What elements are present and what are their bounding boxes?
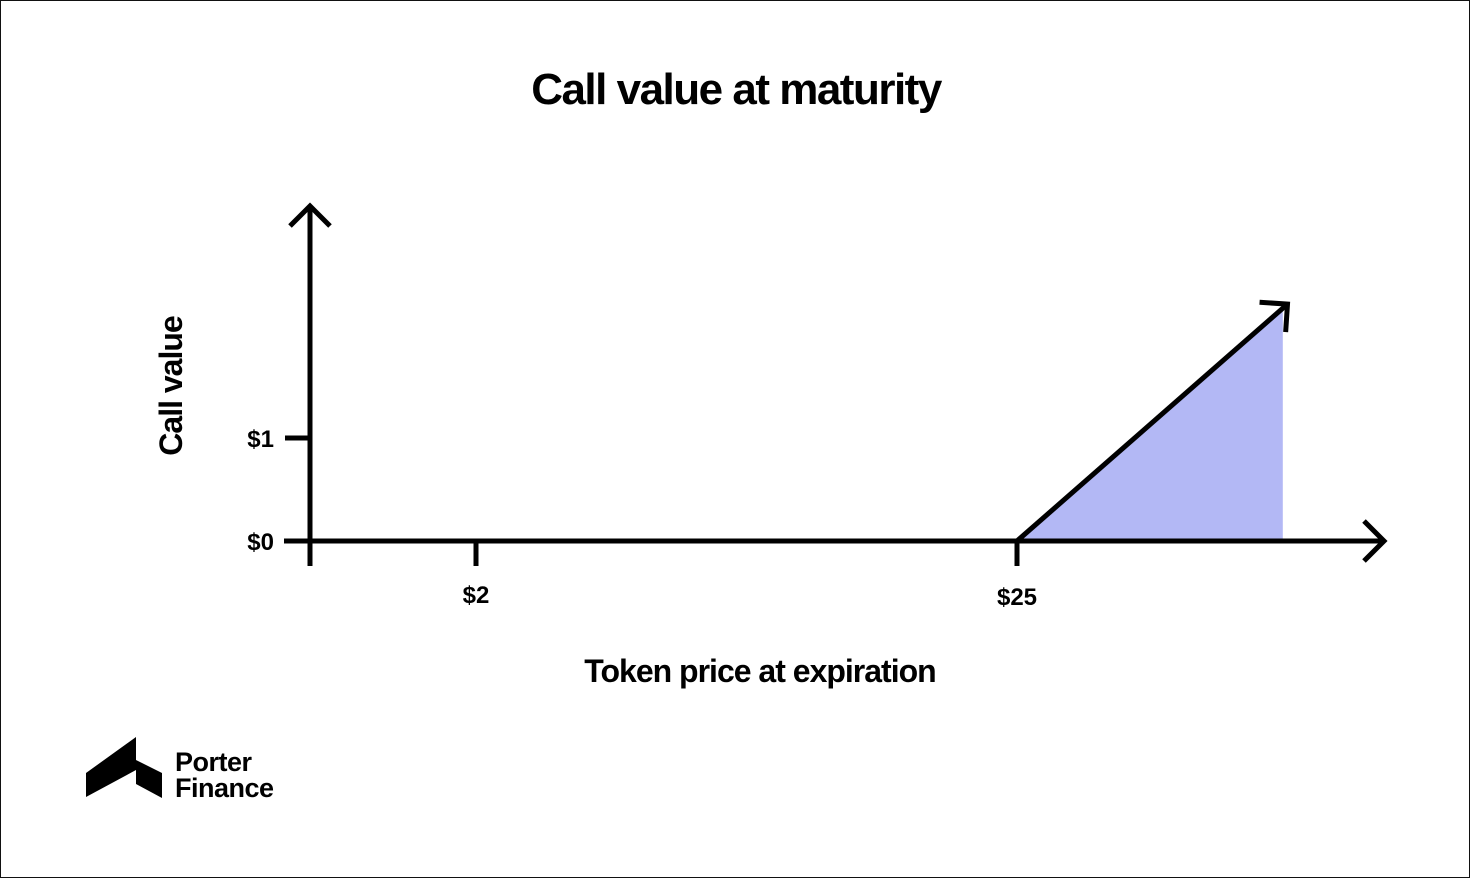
- x-axis-label: Token price at expiration: [584, 653, 935, 689]
- y-axis-label: Call value: [153, 316, 189, 456]
- x-tick-label: $25: [997, 584, 1037, 611]
- chart-title: Call value at maturity: [531, 65, 943, 114]
- porter-finance-logo-mark: [86, 737, 162, 798]
- brand-name-line1: Porter: [175, 747, 253, 777]
- y-axis-arrowhead: [288, 202, 332, 228]
- porter-finance-logo: Porter Finance: [86, 737, 275, 803]
- y-tick-label: $1: [247, 426, 274, 453]
- payoff-line: [1015, 302, 1290, 543]
- payoff-arrowhead: [1259, 299, 1291, 333]
- x-axis-arrowhead: [1362, 519, 1388, 563]
- brand-name-line2: Finance: [175, 773, 274, 803]
- plot-area: $2 $25 $0 $1: [247, 202, 1388, 611]
- y-tick-label: $0: [247, 529, 274, 556]
- x-tick-label: $2: [463, 582, 490, 609]
